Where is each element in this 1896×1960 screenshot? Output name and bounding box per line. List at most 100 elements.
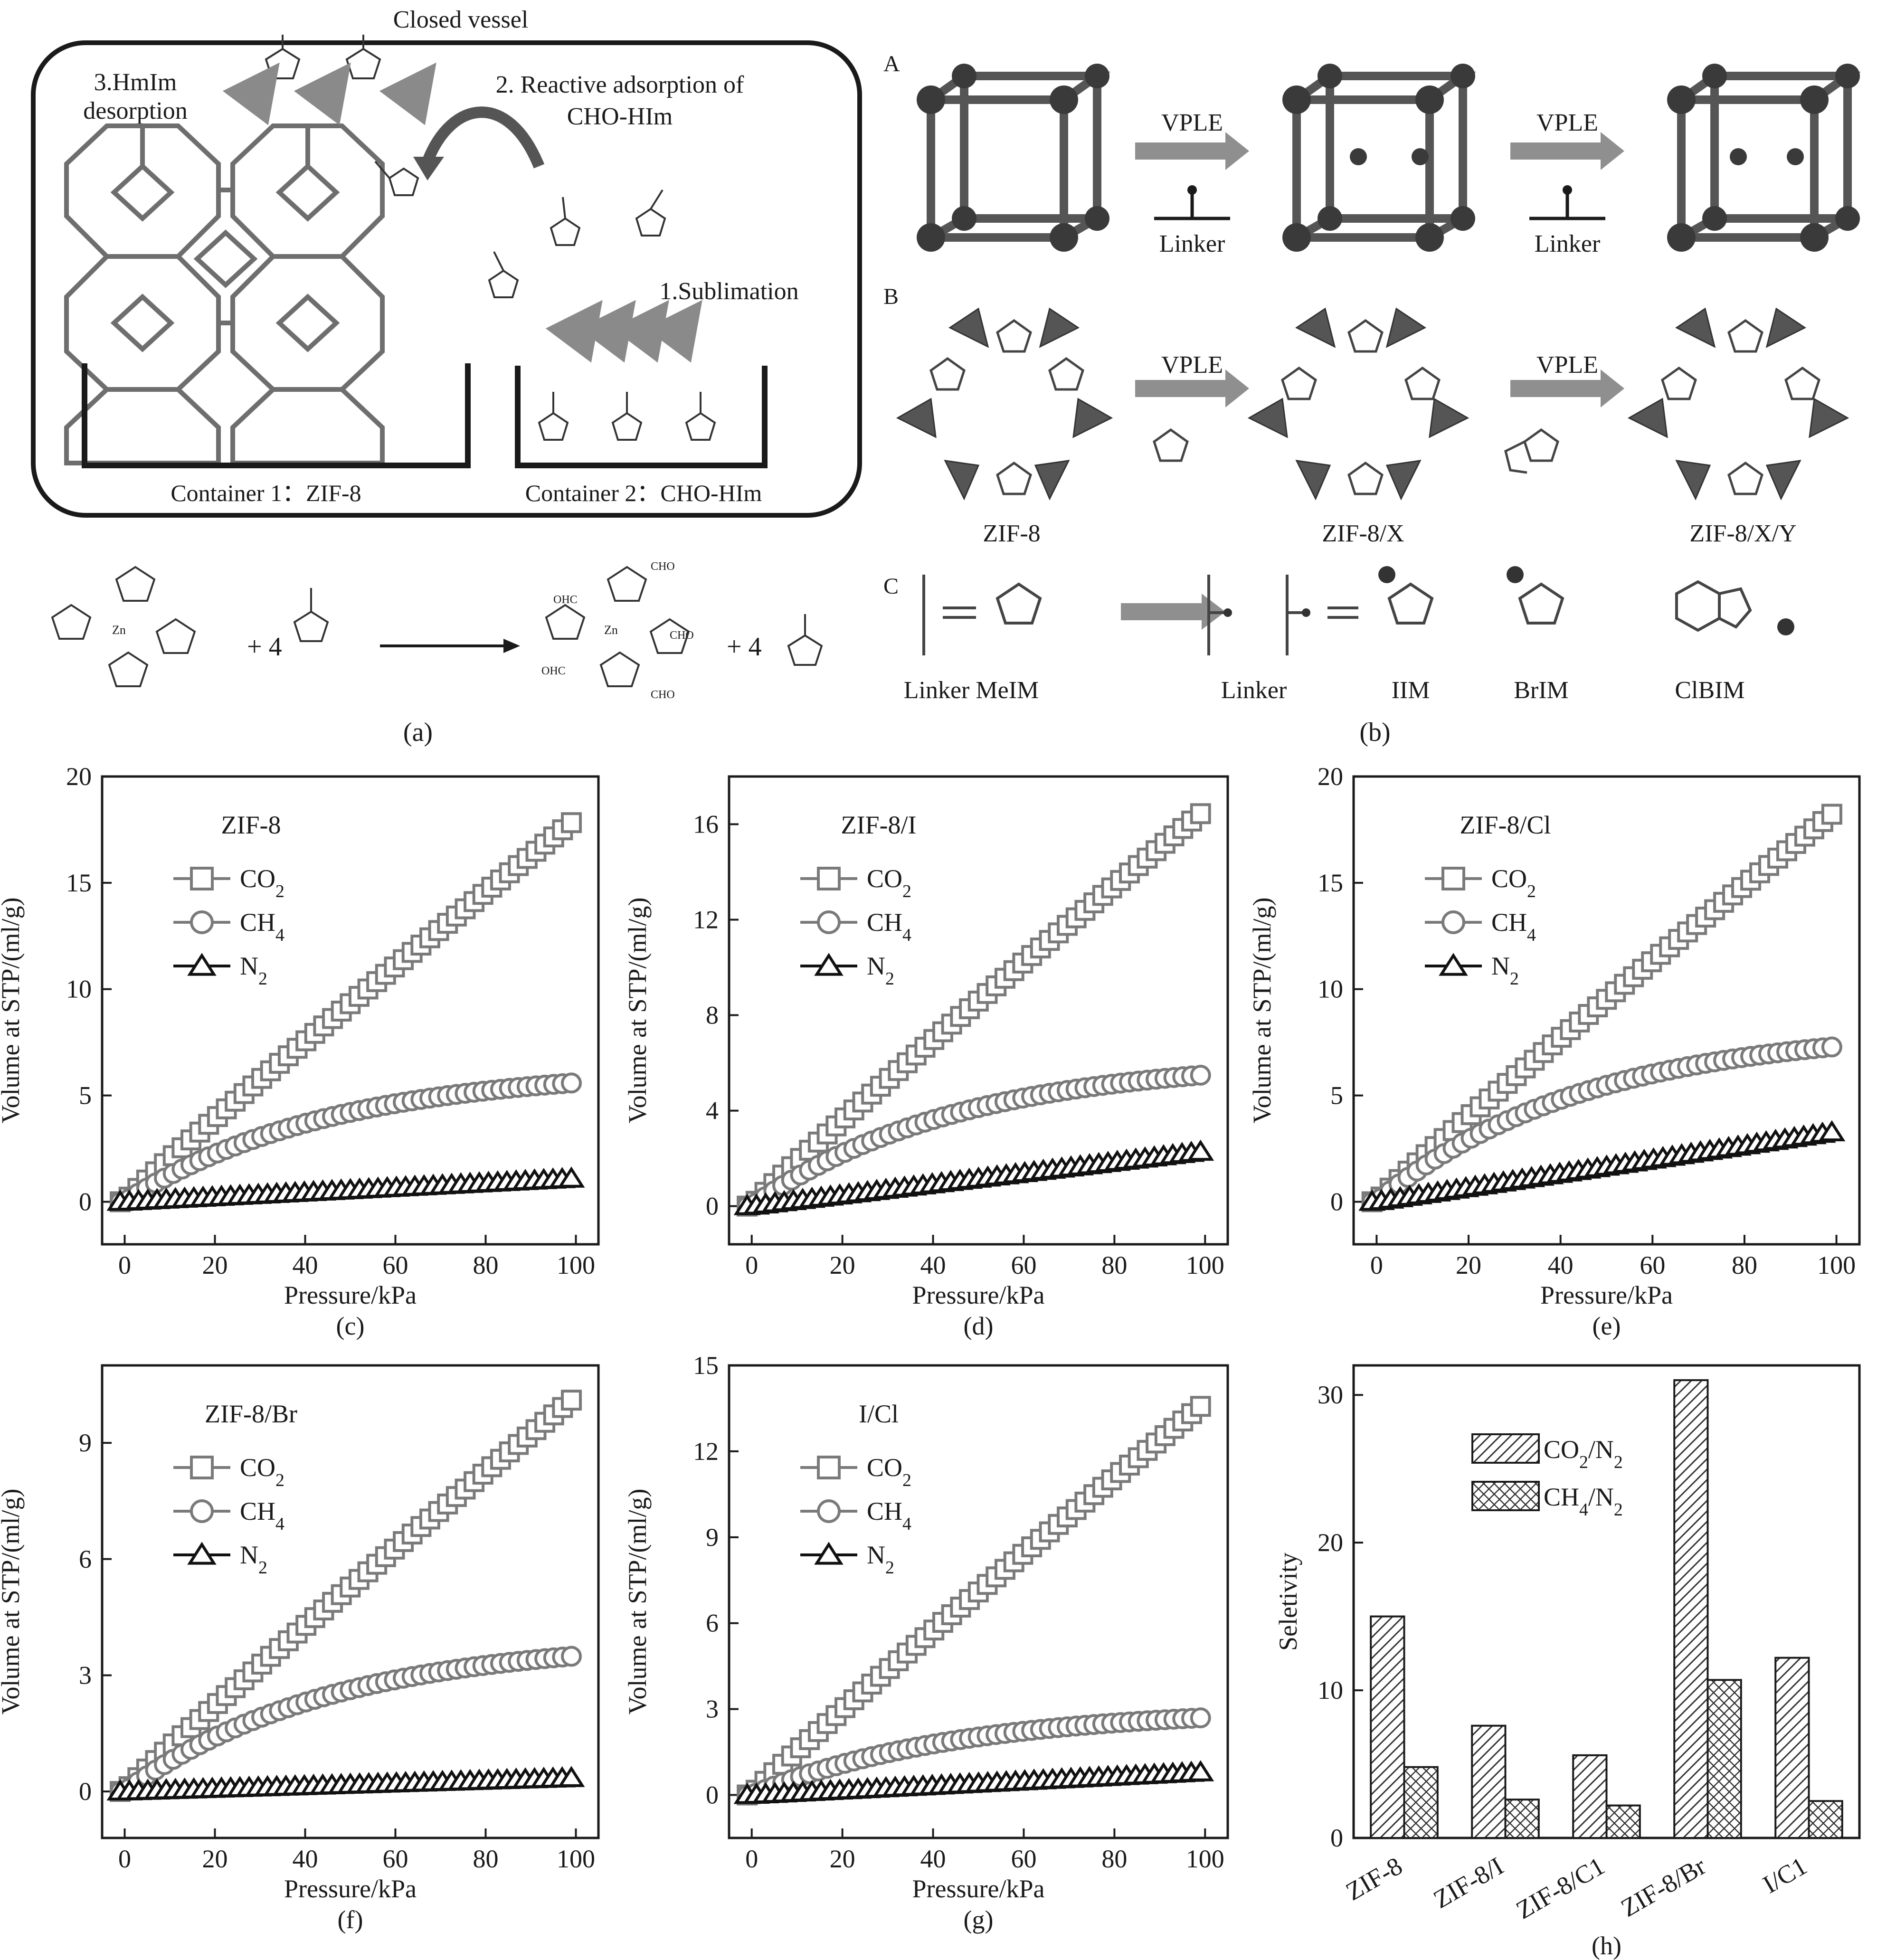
y-axis-label: Volume at STP/(ml/g) [623, 897, 652, 1123]
x-tick-label: 20 [1456, 1251, 1481, 1279]
legend-marker [817, 867, 841, 890]
eq-ohc-2: OHC [541, 665, 566, 677]
x-tick-label: 20 [202, 1845, 228, 1873]
row-c-letter: C [883, 574, 899, 599]
legend-marker [1441, 910, 1465, 934]
legend-label: CH4 [240, 1497, 284, 1534]
chart-3: 0 5 10 15 20 0 20 40 60 80 100 ZIF-8/Cl Pressure/kPa… [1248, 762, 1861, 1340]
legend-marker [817, 910, 841, 934]
y-tick-label: 5 [1330, 1081, 1343, 1110]
y-tick-label: 3 [706, 1695, 719, 1723]
legend-label: N2 [1491, 952, 1519, 989]
bar [1572, 1754, 1608, 1839]
chart-title: ZIF-8/Cl [1460, 811, 1551, 839]
y-tick-label: 15 [1318, 869, 1343, 897]
eq-ohc-1: OHC [553, 594, 578, 606]
legend: CO2 CH4 N2 [1425, 864, 1536, 989]
series-circle [110, 1072, 582, 1212]
series-square [110, 1390, 582, 1802]
y-tick-label: 10 [1318, 975, 1343, 1004]
container-2 [515, 366, 768, 468]
legend-label: CH4/N2 [1544, 1483, 1623, 1520]
y-tick-label: 8 [706, 1001, 719, 1030]
step2-label: 2. Reactive adsorption of [496, 71, 744, 98]
x-tick-label: 40 [293, 1251, 318, 1279]
x-tick-label: 80 [473, 1251, 499, 1279]
y-tick-label: 0 [706, 1192, 719, 1221]
y-tick-label: 15 [693, 1351, 719, 1380]
panel-label: (g) [964, 1905, 994, 1934]
y-tick-label: 30 [1318, 1381, 1343, 1409]
y-tick-label: 15 [66, 869, 92, 897]
x-tick-label: 80 [1101, 1845, 1127, 1873]
x-tick-label: 40 [1548, 1251, 1574, 1279]
y-tick-label: 4 [706, 1097, 719, 1125]
clbim-label: ClBIM [1675, 677, 1744, 704]
x-tick-label: 0 [118, 1251, 131, 1279]
ring-linkers [929, 319, 1820, 495]
linker-label-3: Linker [1221, 677, 1287, 704]
y-tick-label: 0 [1330, 1187, 1343, 1216]
vple-arrows-row-a [1121, 132, 1624, 630]
container2-label: Container 2：CHO-HIm [525, 480, 762, 506]
bar [1673, 1379, 1709, 1839]
x-axis-label: Pressure/kPa [1540, 1281, 1673, 1309]
legend: CO2 CH4 N2 [800, 1453, 911, 1578]
iim-label: IIM [1392, 677, 1430, 704]
y-axis-label: Volume at STP/(ml/g) [1248, 897, 1276, 1123]
series-triangle [733, 1760, 1214, 1804]
data-point [561, 1390, 582, 1411]
x-tick-label: 80 [1732, 1251, 1757, 1279]
zif8-framework [64, 123, 385, 465]
legend-label: N2 [867, 952, 894, 989]
y-axis-label: Volume at STP/(ml/g) [0, 1488, 25, 1714]
bar [1706, 1679, 1742, 1839]
y-axis-label: Seletivity [1274, 1553, 1302, 1651]
panel-label: (e) [1593, 1312, 1621, 1340]
series-square [110, 812, 582, 1212]
step3-label-2: desorption [83, 97, 188, 124]
legend-swatch [1471, 1481, 1540, 1511]
legend-label: N2 [240, 1541, 267, 1578]
x-tick-label: 80 [473, 1845, 499, 1873]
data-point [1821, 804, 1842, 825]
plot-frame [101, 1364, 600, 1839]
data-point [561, 1072, 582, 1094]
y-tick-label: 20 [1318, 762, 1343, 791]
x-tick-label: 100 [557, 1251, 595, 1279]
bar [1774, 1657, 1810, 1839]
y-tick-label: 20 [1318, 1528, 1343, 1557]
container-1 [82, 363, 471, 468]
step1-label: 1.Sublimation [659, 278, 798, 305]
reaction-equation: Zn Zn OHC CHO CHO OHC CHO + 4 + 4 [51, 560, 823, 701]
data-point [1190, 1707, 1211, 1729]
x-tick-label: 20 [202, 1251, 228, 1279]
bar [1403, 1766, 1439, 1839]
step2-label-2: CHO-HIm [567, 103, 673, 130]
series-triangle [1358, 1120, 1846, 1211]
series-triangle [106, 1166, 585, 1211]
x-tick-label: 0 [1370, 1251, 1383, 1279]
legend-marker [1441, 867, 1465, 890]
chart-5: 0 3 6 9 12 15 0 20 40 60 80 100 I/Cl Pressure/kPa Volu… [623, 1351, 1229, 1934]
zif-rings [896, 307, 1849, 501]
x-tick-label: 60 [1011, 1251, 1036, 1279]
x-tick-label: 0 [745, 1251, 758, 1279]
legend-label: CH4 [867, 1497, 911, 1534]
chart-1: 0 5 10 15 20 0 20 40 60 80 100 ZIF-8 Pressure/kPa Vol… [0, 762, 600, 1340]
y-axis-label: Volume at STP/(ml/g) [0, 897, 25, 1123]
x-tick-label: 60 [1011, 1845, 1036, 1873]
eq-cho-2: CHO [670, 629, 694, 642]
eq-plus-right: + 4 [727, 632, 762, 662]
x-tick-label: 60 [383, 1251, 408, 1279]
eq-plus-left: + 4 [247, 632, 282, 662]
y-tick-label: 10 [1318, 1676, 1343, 1704]
x-tick-label: 40 [293, 1845, 318, 1873]
bar [1605, 1804, 1641, 1839]
data-point [1187, 1139, 1214, 1161]
chart-2: 0 4 8 12 16 0 20 40 60 80 100 ZIF-8/I Pressure/kPa Vo… [623, 775, 1229, 1340]
imidazole-molecules [265, 35, 716, 441]
adsorption-arrow [422, 106, 545, 169]
chart-title: I/Cl [859, 1400, 899, 1428]
